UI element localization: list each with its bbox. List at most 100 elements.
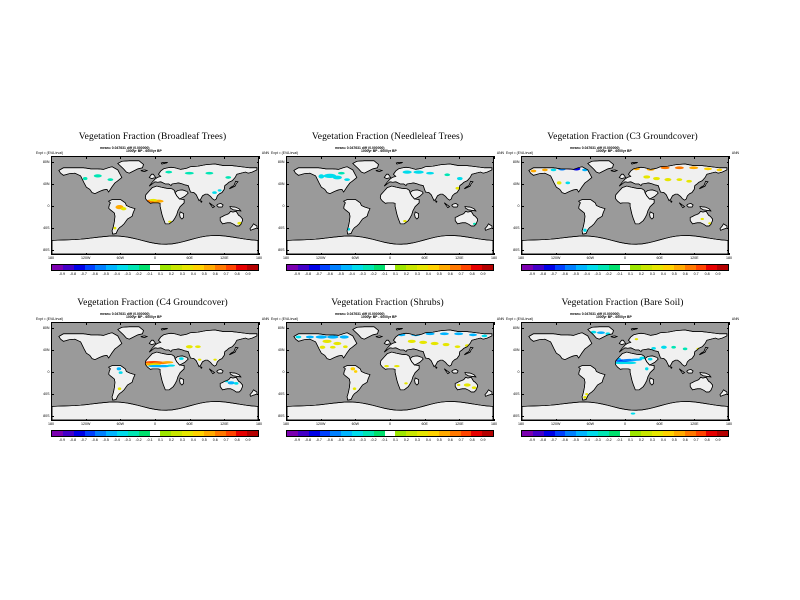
panel-bare-soil: Vegetation Fraction (Bare Soil) Expt = (E… (504, 298, 741, 473)
colorbar-cell (52, 431, 63, 436)
x-tick-label: 0 (154, 422, 156, 426)
colorbar-tick-label: 0.3 (179, 271, 185, 276)
season-label-shrubs: ANN (496, 316, 504, 321)
colorbar-tick-label: 0.6 (447, 437, 453, 442)
colorbar-cell (62, 431, 74, 436)
colorbar-cell (341, 431, 353, 436)
x-tick (155, 252, 156, 255)
colorbar-tick-label: 0.5 (201, 437, 207, 442)
colorbar-labels: -0.9 -0.8 -0.7 -0.6 -0.5 -0.4 -0.3 -0.2 -0.1 0.1 0… (521, 272, 729, 278)
colorbar-tick-label: -0.3 (124, 437, 131, 442)
colorbar-cell (395, 431, 407, 436)
x-tick (259, 418, 260, 421)
x-tick (320, 252, 322, 255)
colorbar-tick-label: -0.3 (124, 271, 131, 276)
colorbar-cell (160, 265, 172, 270)
y-tick (491, 183, 494, 185)
mean-label-shrubs: mean= 0.047631 diff (0.000000) (335, 311, 385, 316)
x-tick-label: 180 (256, 256, 262, 260)
x-tick (590, 252, 592, 255)
panel-title-c4-groundcover: Vegetation Fraction (C4 Groundcover) (77, 298, 228, 308)
colorbar-tick-label: -0.2 (370, 271, 377, 276)
x-tick-label: 60E (186, 422, 193, 426)
x-tick-label: 180 (518, 422, 524, 426)
x-tick (659, 156, 661, 159)
x-tick (259, 322, 260, 325)
y-tick (286, 183, 289, 185)
y-tick-label: 40N (42, 181, 50, 186)
x-tick (120, 252, 122, 255)
x-tick (390, 322, 391, 325)
colorbar-cell (247, 265, 259, 270)
colorbar-cell (341, 265, 353, 270)
colorbar-tick-label: 0.7 (693, 271, 699, 276)
colorbar-labels: -0.9 -0.8 -0.7 -0.6 -0.5 -0.4 -0.3 -0.2 -0.1 0.1 0… (286, 438, 494, 444)
y-tick (51, 393, 54, 395)
colorbar-tick-label: 0.2 (638, 437, 644, 442)
y-tick (491, 393, 494, 395)
y-tick (256, 249, 259, 251)
colorbar-tick-label: 0.5 (671, 437, 677, 442)
colorbar-cell (449, 431, 461, 436)
x-tick (320, 322, 322, 325)
y-tick (521, 183, 524, 185)
x-tick-label: 60E (656, 422, 663, 426)
x-tick (494, 418, 495, 421)
x-tick (729, 156, 730, 159)
colorbar-cell (417, 265, 428, 270)
colorbar-tick-label: -0.3 (594, 437, 601, 442)
colorbar-tick-label: 0.7 (458, 437, 464, 442)
y-tick (286, 161, 289, 163)
colorbar-tick-label: -0.5 (102, 271, 109, 276)
x-tick-label: 60W (351, 256, 360, 260)
y-tick (726, 205, 729, 207)
colorbar-cell (95, 431, 107, 436)
colorbar-tick-label: -0.5 (102, 437, 109, 442)
y-tick (491, 349, 494, 351)
colorbar-tick-label: -0.7 (315, 437, 322, 442)
colorbar-cell (522, 431, 533, 436)
colorbar-labels: -0.9 -0.8 -0.7 -0.6 -0.5 -0.4 -0.3 -0.2 -0.1 0.1 0… (51, 438, 259, 444)
colorbar-cell (73, 265, 85, 270)
colorbar-tick-label: 0.4 (190, 271, 196, 276)
colorbar-cell (192, 431, 204, 436)
x-tick-label: 180 (283, 256, 289, 260)
colorbar-tick-label: 0.6 (212, 437, 218, 442)
x-tick (459, 322, 461, 325)
x-tick-label: 120W (315, 422, 326, 426)
colorbar-tick-label: 0.8 (469, 437, 475, 442)
x-tick (189, 322, 191, 325)
mean-label-bare-soil: mean= 0.047631 diff (0.000000) (570, 311, 620, 316)
y-tick-label: 80N (512, 159, 520, 164)
y-tick (726, 183, 729, 185)
x-tick-label: 60W (116, 422, 125, 426)
colorbar-tick-label: -0.3 (359, 271, 366, 276)
colorbar-cell (608, 431, 620, 436)
colorbar-cell (482, 431, 494, 436)
x-tick-label: 60W (351, 422, 360, 426)
x-tick-label: 60W (116, 256, 125, 260)
colorbar-cell (717, 265, 729, 270)
colorbar-tick-label: 0.5 (671, 271, 677, 276)
colorbar-tick-label: 0.3 (649, 271, 655, 276)
colorbar-tick-label: -0.7 (315, 271, 322, 276)
panel-title-needleleaf-trees: Vegetation Fraction (Needleleaf Trees) (311, 132, 464, 142)
y-tick-label: 80S (43, 413, 50, 418)
y-tick (491, 327, 494, 329)
colorbar-tick-label: -0.4 (583, 437, 590, 442)
y-tick (256, 183, 259, 185)
y-tick-label: 40S (513, 391, 520, 396)
y-tick-label: 40N (277, 181, 285, 186)
colorbar-cell (673, 265, 685, 270)
colorbar-tick-label: 0.8 (704, 437, 710, 442)
x-tick (189, 252, 191, 255)
colorbar-tick-label: -0.6 (326, 437, 333, 442)
colorbar-strip (51, 264, 259, 271)
colorbar-cell (543, 431, 555, 436)
x-tick (424, 156, 426, 159)
x-tick (189, 156, 191, 159)
colorbar-tick-label: -0.4 (348, 437, 355, 442)
colorbar-cell (95, 265, 107, 270)
x-tick (659, 252, 661, 255)
